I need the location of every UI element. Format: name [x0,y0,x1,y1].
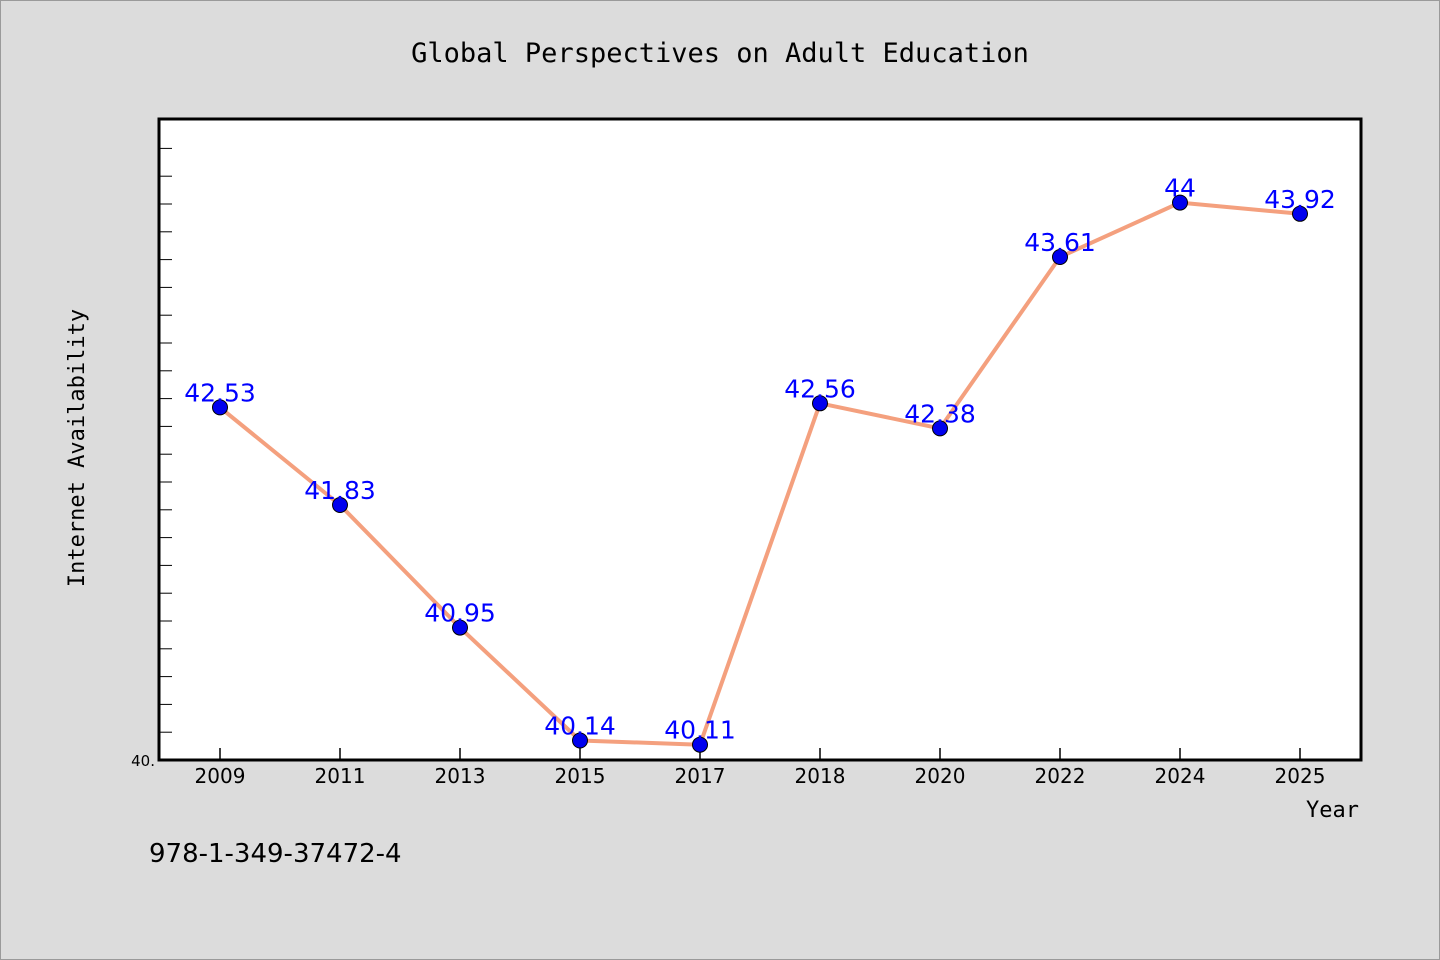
data-point [452,619,468,636]
data-label: 40.95 [424,599,496,628]
x-tick-label: 2022 [1035,764,1086,788]
data-label: 40.14 [544,712,616,741]
x-tick-label: 2025 [1275,764,1326,788]
data-label: 42.56 [784,374,856,403]
plot-area [157,117,1363,762]
chart-title: Global Perspectives on Adult Education [411,38,1029,69]
y-axis-ticks [159,147,172,761]
x-tick-label: 2024 [1155,764,1206,788]
x-tick-label: 2020 [915,764,966,788]
x-tick-label: 2017 [675,764,726,788]
data-point [332,497,348,513]
x-tick-label: 2015 [555,764,606,788]
data-label: 43.92 [1264,185,1336,214]
x-tick-label: 2018 [795,764,846,788]
x-axis-label: Year [1306,798,1359,823]
x-tick-label: 2009 [195,764,246,788]
x-tick-label: 2013 [435,764,486,788]
data-point [1052,249,1068,265]
data-label: 43.61 [1024,228,1096,257]
data-point [932,420,948,437]
data-point [692,736,708,753]
data-point [1172,194,1188,211]
data-point [1292,205,1308,222]
y-axis-label: Internet Availability [65,309,90,587]
data-point [812,395,828,412]
data-label: 44 [1164,174,1196,203]
y-tick-label: 40. [131,752,155,770]
data-label: 42.53 [184,378,256,407]
data-point [212,399,228,416]
data-label: 40.11 [664,716,736,745]
data-point [572,732,588,749]
series-line [218,200,1301,747]
data-label: 41.83 [304,476,376,505]
x-tick-label: 2011 [315,764,366,788]
data-label: 42.38 [904,399,976,428]
series-layer: 42.53 41.83 40.95 40.14 40.11 42.56 42.38 43.61… [184,174,1336,753]
footer-isbn: 978-1-349-37472-4 [149,839,402,869]
x-axis-ticks: 2009 2011 2013 2015 2017 2018 2020 2022 2024 2025 [195,748,1326,788]
